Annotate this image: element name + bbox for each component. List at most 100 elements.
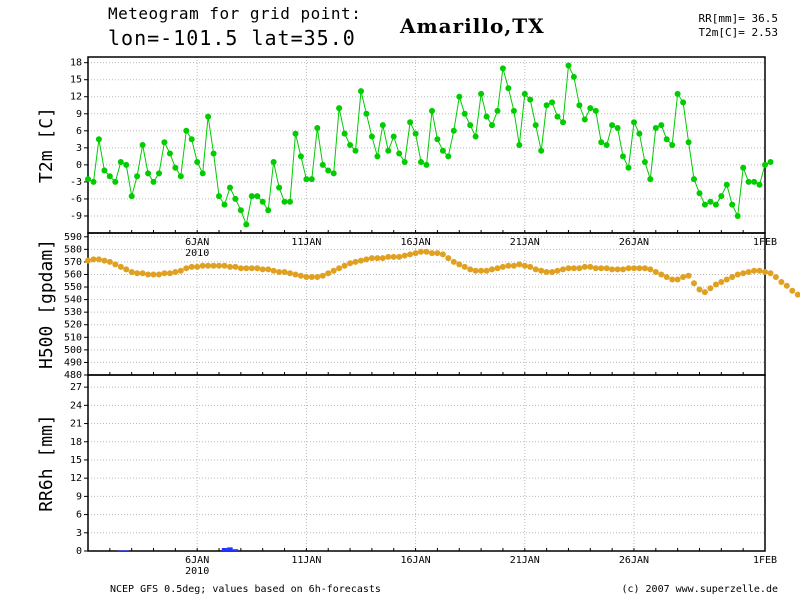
plot-frame <box>87 56 766 234</box>
y-tick-label: 12 <box>70 92 82 103</box>
x-tick-label: 1FEB <box>753 555 777 566</box>
t2m-point <box>669 142 676 148</box>
t2m-point <box>194 159 201 165</box>
x-tick-label: 6JAN <box>185 555 209 566</box>
h500-point <box>516 261 523 268</box>
t2m-point <box>303 176 310 183</box>
h500-point <box>308 274 315 280</box>
h500-point <box>652 269 659 275</box>
t2m-point <box>259 198 266 205</box>
t2m-point <box>701 201 708 208</box>
h500-point <box>117 263 124 270</box>
h500-point <box>494 265 501 272</box>
t2m-point <box>150 178 157 185</box>
y-tick-label: -6 <box>70 194 82 205</box>
t2m-point <box>374 153 381 160</box>
h500-point <box>549 269 556 275</box>
h500-point <box>330 267 337 274</box>
h500-point <box>783 282 790 289</box>
h500-point <box>734 271 741 278</box>
t2m-series-line <box>87 63 771 227</box>
h500-point <box>489 266 495 273</box>
h500-point <box>598 265 605 272</box>
h500-point <box>696 286 703 293</box>
h500-point <box>499 263 506 270</box>
t2m-point <box>281 198 288 205</box>
t2m-point <box>570 73 577 80</box>
t2m-point <box>128 193 135 200</box>
rr-bar <box>227 547 233 551</box>
h500-point <box>363 256 370 263</box>
y-tick-label: 15 <box>70 75 82 86</box>
h500-point <box>134 270 141 277</box>
t2m-point <box>139 142 146 148</box>
h500-point <box>751 267 758 274</box>
h500-point <box>647 266 654 273</box>
t2m-point <box>248 193 255 200</box>
y-tick-label: 18 <box>70 437 82 448</box>
t2m-point <box>347 142 354 148</box>
h500-point <box>248 265 255 272</box>
y-tick-label: 480 <box>64 370 82 381</box>
t2m-point <box>543 102 550 109</box>
h500-point <box>401 252 408 259</box>
t2m-point <box>434 136 441 143</box>
h500-point <box>450 258 457 265</box>
h500-point <box>740 270 747 277</box>
t2m-point <box>674 90 681 97</box>
h500-point <box>560 266 566 273</box>
y-tick-label: 9 <box>76 491 82 502</box>
h500-point <box>237 265 244 272</box>
t2m-point <box>707 198 714 205</box>
t2m-point <box>145 170 152 177</box>
h500-point <box>434 250 441 257</box>
h500-point <box>772 274 779 280</box>
x-year-label: 2010 <box>185 248 209 259</box>
t2m-point <box>767 159 774 165</box>
h500-point <box>663 274 670 280</box>
t2m-point <box>450 127 457 134</box>
t2m-point <box>254 193 261 200</box>
t2m-point <box>680 99 687 106</box>
y-tick-label: 6 <box>76 126 82 137</box>
h500-point <box>620 266 626 273</box>
h500-point <box>85 257 91 264</box>
h500-point <box>112 261 119 268</box>
title-line-2: lon=-101.5 lat=35.0 <box>108 26 356 50</box>
t2m-point <box>336 105 343 112</box>
h500-point <box>194 263 201 270</box>
h500-point <box>685 272 692 279</box>
t2m-stat: T2m[C]= 2.53 <box>698 26 778 39</box>
t2m-point <box>325 167 332 174</box>
x-tick-label: 11JAN <box>291 555 321 566</box>
y-tick-label: 6 <box>76 510 82 521</box>
y-tick-label: 590 <box>64 232 82 243</box>
h500-point <box>336 265 343 272</box>
t2m-point <box>554 113 561 120</box>
t2m-point <box>718 193 725 200</box>
t2m-point <box>85 176 91 183</box>
h500-point <box>177 267 184 274</box>
y-tick-label: 9 <box>76 109 82 120</box>
h500-point <box>423 248 430 255</box>
t2m-point <box>237 207 244 214</box>
y-axis-label: RR6h [mm] <box>36 414 57 512</box>
t2m-point <box>368 133 375 140</box>
t2m-point <box>461 110 468 117</box>
h500-point <box>565 265 572 272</box>
h500-point <box>641 265 648 272</box>
t2m-point <box>549 99 556 106</box>
t2m-point <box>560 119 566 126</box>
h500-point <box>729 274 736 280</box>
t2m-point <box>112 178 119 185</box>
y-tick-label: 12 <box>70 473 82 484</box>
t2m-point <box>620 153 626 160</box>
h500-point <box>259 266 266 273</box>
h500-point <box>461 263 468 270</box>
y-tick-label: 510 <box>64 332 82 343</box>
t2m-point <box>101 167 108 174</box>
h500-point <box>341 262 348 269</box>
t2m-point <box>576 102 583 109</box>
h500-point <box>538 267 545 274</box>
